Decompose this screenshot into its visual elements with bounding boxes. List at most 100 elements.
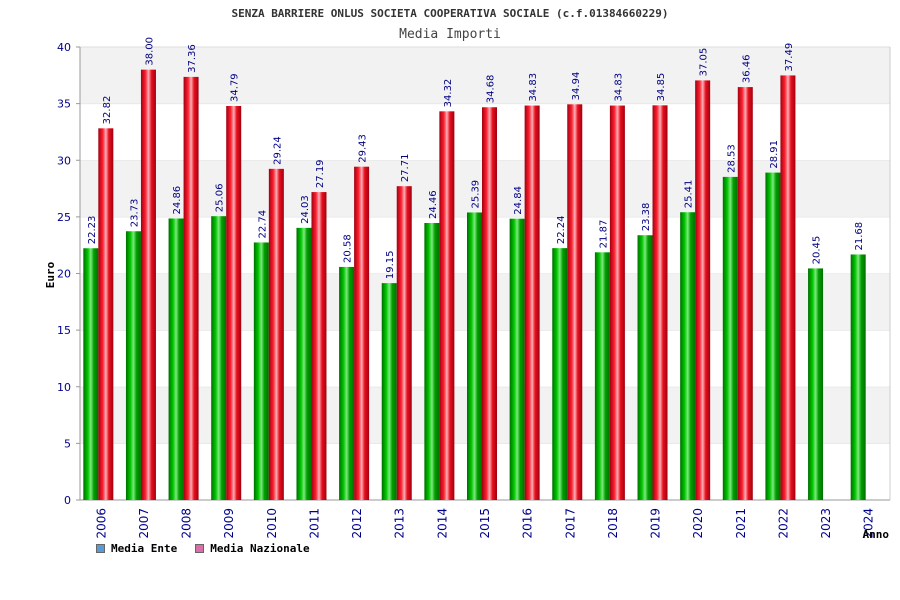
x-tick-label: 2020 — [691, 508, 705, 539]
bar-ente-2006 — [83, 248, 99, 500]
value-label: 27.19 — [315, 159, 326, 188]
value-label: 34.94 — [571, 72, 582, 101]
y-tick-label: 0 — [64, 494, 71, 507]
value-label: 24.03 — [300, 195, 311, 224]
bar-ente-2018 — [594, 252, 610, 500]
value-label: 34.32 — [443, 79, 454, 108]
bar-ente-2013 — [381, 283, 397, 500]
legend: Media Ente Media Nazionale — [96, 542, 310, 555]
value-label: 34.85 — [656, 73, 667, 102]
value-label: 34.83 — [528, 73, 539, 102]
bar-ente-2007 — [125, 231, 141, 500]
x-axis-label: Anno — [863, 528, 890, 541]
bar-nazionale-2015 — [482, 107, 497, 501]
x-tick-label: 2006 — [94, 508, 108, 539]
x-tick-label: 2017 — [563, 508, 577, 539]
x-tick-label: 2015 — [478, 508, 492, 539]
bar-ente-2014 — [424, 222, 440, 501]
value-label: 28.53 — [726, 144, 737, 173]
value-label: 37.49 — [784, 43, 795, 72]
y-tick-label: 10 — [57, 381, 71, 394]
value-label: 20.58 — [343, 234, 354, 263]
bar-nazionale-2016 — [524, 105, 540, 501]
grid-band — [80, 47, 890, 104]
bar-nazionale-2019 — [652, 105, 668, 500]
bar-ente-2011 — [296, 227, 312, 501]
value-label: 36.46 — [741, 54, 752, 83]
legend-item-ente: Media Ente — [96, 542, 177, 555]
bar-ente-2023 — [808, 268, 824, 500]
value-label: 19.15 — [385, 250, 396, 279]
x-tick-label: 2011 — [307, 508, 321, 539]
value-label: 37.05 — [699, 48, 710, 77]
y-tick-label: 5 — [64, 437, 71, 450]
y-tick-label: 15 — [57, 324, 71, 337]
value-label: 37.36 — [187, 44, 198, 73]
value-label: 22.23 — [87, 216, 98, 245]
chart-subtitle: Media Importi — [399, 27, 501, 42]
bar-nazionale-2021 — [737, 87, 753, 500]
bar-ente-2024 — [850, 254, 866, 500]
x-tick-label: 2010 — [265, 508, 279, 539]
x-tick-label: 2013 — [393, 508, 407, 539]
bar-ente-2016 — [509, 218, 525, 500]
value-label: 23.38 — [641, 203, 652, 232]
x-tick-label: 2014 — [435, 508, 449, 539]
bar-nazionale-2011 — [311, 192, 327, 501]
x-tick-label: 2019 — [649, 508, 663, 539]
y-tick-label: 20 — [57, 268, 71, 281]
value-label: 25.39 — [471, 180, 482, 209]
bar-nazionale-2022 — [780, 75, 796, 500]
bar-nazionale-2014 — [439, 111, 455, 501]
value-label: 29.24 — [272, 136, 283, 165]
value-label: 21.68 — [854, 222, 865, 251]
legend-item-nazionale: Media Nazionale — [195, 542, 310, 555]
bar-nazionale-2020 — [695, 80, 711, 500]
bar-nazionale-2008 — [183, 76, 199, 500]
x-tick-label: 2022 — [776, 508, 790, 539]
bar-nazionale-2009 — [226, 106, 242, 501]
value-label: 20.45 — [812, 236, 823, 265]
bar-ente-2020 — [680, 212, 696, 500]
x-tick-label: 2012 — [350, 508, 364, 539]
x-tick-label: 2007 — [137, 508, 151, 539]
bar-nazionale-2007 — [140, 69, 156, 501]
chart-title: SENZA BARRIERE ONLUS SOCIETA COOPERATIVA… — [231, 7, 668, 20]
bar-ente-2010 — [253, 242, 269, 501]
bar-ente-2019 — [637, 235, 653, 500]
value-label: 23.73 — [129, 199, 140, 228]
bar-ente-2022 — [765, 172, 781, 501]
value-label: 28.91 — [769, 140, 780, 169]
bar-nazionale-2012 — [354, 166, 370, 500]
tick-labels: 0 5 10 15 20 25 30 35 40 2006 2007 2008 2009 2010 2011… — [57, 41, 876, 539]
legend-label-ente: Media Ente — [111, 542, 178, 555]
bar-ente-2017 — [552, 248, 568, 500]
x-tick-label: 2016 — [521, 508, 535, 539]
value-label: 32.82 — [102, 96, 113, 125]
bar-ente-2012 — [339, 266, 355, 500]
x-tick-label: 2023 — [819, 508, 833, 539]
bar-nazionale-2006 — [98, 128, 114, 500]
value-label: 34.68 — [486, 75, 497, 104]
bar-nazionale-2017 — [567, 104, 583, 500]
x-tick-label: 2018 — [606, 508, 620, 539]
y-axis-label: Euro — [44, 261, 57, 288]
value-label: 34.79 — [230, 73, 241, 102]
x-tick-label: 2021 — [734, 508, 748, 539]
bar-nazionale-2018 — [609, 105, 625, 501]
value-label: 21.87 — [598, 220, 609, 249]
value-label: 25.06 — [215, 184, 226, 213]
x-tick-label: 2008 — [180, 508, 194, 539]
bar-ente-2015 — [467, 212, 482, 500]
bars — [83, 69, 866, 501]
legend-swatch-nazionale — [195, 544, 205, 553]
y-tick-label: 35 — [57, 98, 71, 111]
bar-nazionale-2010 — [268, 168, 284, 500]
bar-ente-2021 — [722, 176, 738, 500]
value-label: 24.86 — [172, 186, 183, 215]
value-label: 29.43 — [358, 134, 369, 163]
legend-swatch-ente — [96, 544, 105, 553]
legend-label-nazionale: Media Nazionale — [210, 542, 310, 555]
x-tick-label: 2024 — [862, 508, 876, 539]
